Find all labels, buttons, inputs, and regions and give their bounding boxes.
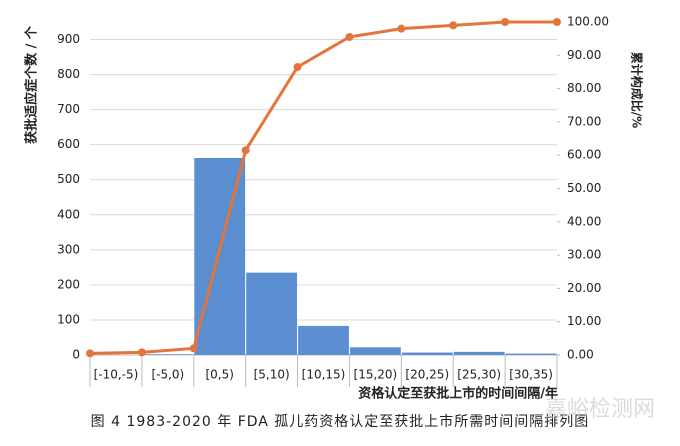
x-tick-label: [30,35) [509, 368, 553, 382]
caption: 图 4 1983-2020 年 FDA 孤儿药资格认定至获批上市所需时间间隔排列… [91, 413, 590, 430]
y2-tick-label: 10.00 [567, 314, 601, 328]
cumulative-point [241, 146, 250, 155]
cumulative-point [345, 32, 354, 41]
y2-tick-label: 0.00 [567, 348, 594, 362]
y-tick-label: 800 [57, 67, 80, 81]
y2-tick-label: 20.00 [567, 281, 601, 295]
x-tick-label: [20,25) [405, 368, 449, 382]
y2-tick-label: 100.00 [567, 15, 609, 29]
y2-tick-label: 30.00 [567, 248, 601, 262]
x-tick-label: [15,20) [354, 368, 398, 382]
y2-axis-label: 累计构成比/% [630, 52, 645, 128]
bar [246, 272, 298, 355]
bar [349, 347, 401, 355]
cumulative-line [89, 20, 557, 355]
bar [194, 158, 246, 355]
y2-tick-label: 60.00 [567, 148, 601, 162]
y-tick-label: 200 [57, 277, 80, 291]
cumulative-point [449, 21, 458, 30]
bar [401, 352, 453, 355]
bar [453, 351, 505, 355]
cumulative-point [189, 344, 198, 353]
cumulative-point [501, 18, 510, 26]
cumulative-point [86, 349, 94, 358]
bar [142, 354, 194, 355]
cumulative-point [293, 62, 302, 71]
cumulative-point [137, 348, 146, 357]
y-tick-label: 100 [57, 312, 80, 326]
watermark: 嘉峪检测网 [545, 397, 655, 422]
x-tick-label: [10,15) [302, 368, 346, 382]
bar [298, 325, 349, 355]
bar [505, 353, 557, 355]
y-tick-label: 300 [57, 242, 80, 256]
y2-tick-label: 70.00 [567, 114, 601, 128]
y2-tick-label: 80.00 [567, 81, 601, 95]
x-axis-label: 资格认定至获批上市的时间间隔/年 [358, 386, 558, 402]
y2-tick-label: 50.00 [567, 181, 601, 195]
y-tick-label: 0 [72, 348, 80, 362]
x-tick-label: [-10,-5) [94, 368, 139, 382]
y-tick-label: 500 [57, 172, 80, 186]
x-tick-label: [0,5) [205, 368, 233, 382]
y2-tick-label: 40.00 [567, 214, 601, 228]
x-tick-label: [-5,0) [151, 368, 184, 382]
x-tick-label: [25,30) [457, 368, 501, 382]
cumulative-point [397, 24, 406, 33]
x-tick-label: [5,10) [254, 368, 290, 382]
y-tick-label: 900 [57, 32, 80, 46]
cumulative-point [553, 18, 561, 26]
y-tick-label: 400 [57, 207, 80, 221]
y-tick-label: 600 [57, 137, 80, 151]
y-tick-label: 700 [57, 102, 80, 116]
y2-tick-label: 90.00 [567, 48, 601, 62]
y-axis-label: 获批适应症个数 / 个 [24, 25, 40, 144]
